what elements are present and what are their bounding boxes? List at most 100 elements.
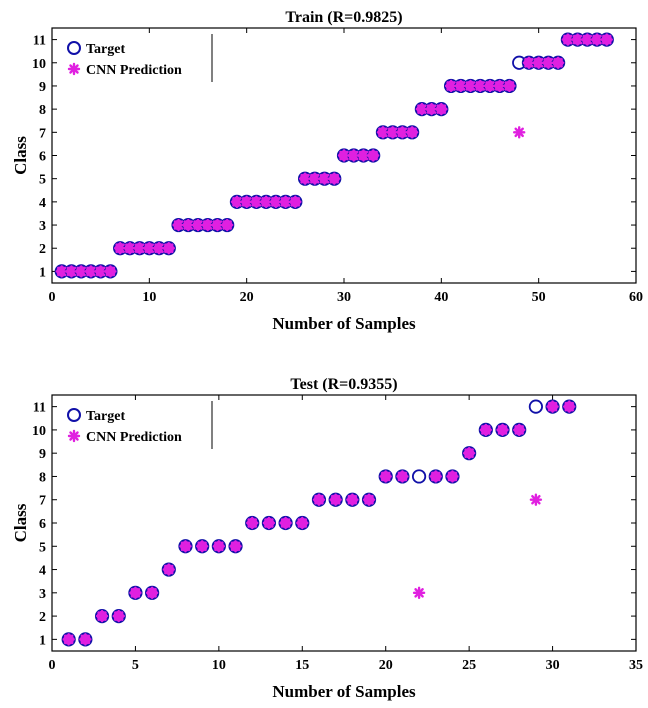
legend-prediction-label: CNN Prediction: [86, 430, 182, 445]
asterisk-stroke: [86, 266, 96, 277]
prediction-marker: [104, 265, 117, 278]
prediction-marker: [464, 79, 477, 93]
prediction-marker: [229, 540, 242, 553]
asterisk-stroke: [446, 81, 456, 91]
y-tick-label: 3: [39, 219, 46, 234]
asterisk-stroke: [76, 266, 86, 277]
prediction-marker: [367, 149, 380, 162]
asterisk-stroke: [475, 81, 486, 91]
prediction-marker: [201, 218, 214, 232]
asterisk-stroke: [97, 611, 107, 621]
asterisk-stroke: [414, 588, 424, 598]
asterisk-stroke: [154, 243, 164, 253]
asterisk-stroke: [582, 34, 593, 45]
asterisk-stroke: [105, 266, 116, 277]
prediction-marker: [95, 609, 109, 623]
asterisk-stroke: [280, 518, 291, 528]
asterisk-stroke: [130, 588, 141, 598]
prediction-marker: [479, 423, 493, 437]
prediction-marker: [386, 126, 399, 139]
asterisk-stroke: [553, 58, 563, 68]
y-tick-label: 9: [39, 80, 46, 95]
y-tick-label: 8: [39, 103, 46, 118]
asterisk-stroke: [533, 58, 544, 68]
asterisk-stroke: [524, 58, 534, 68]
y-axis-label: Class: [11, 136, 30, 175]
legend-target-icon: [67, 408, 81, 422]
asterisk-stroke: [80, 634, 91, 645]
prediction-marker: [474, 79, 487, 93]
asterisk-stroke: [297, 518, 308, 528]
prediction-marker: [133, 242, 146, 255]
prediction-marker: [600, 33, 613, 46]
asterisk-stroke: [531, 494, 541, 505]
prediction-marker: [152, 242, 166, 255]
prediction-marker: [65, 265, 78, 278]
asterisk-stroke: [56, 266, 67, 277]
prediction-marker: [145, 586, 159, 600]
prediction-marker: [308, 172, 321, 185]
prediction-marker: [162, 242, 176, 255]
asterisk-stroke: [481, 425, 491, 435]
y-tick-label: 9: [39, 447, 46, 462]
asterisk-stroke: [95, 266, 106, 277]
asterisk-stroke: [358, 150, 369, 161]
asterisk-stroke: [251, 197, 262, 207]
asterisk-stroke: [426, 104, 437, 114]
prediction-marker: [376, 126, 390, 139]
x-tick-label: 60: [629, 290, 643, 305]
asterisk-stroke: [364, 494, 374, 505]
asterisk-stroke: [247, 518, 257, 528]
x-tick-label: 0: [49, 658, 56, 673]
prediction-marker: [240, 195, 253, 209]
x-tick-label: 10: [212, 658, 226, 673]
prediction-marker: [346, 493, 359, 506]
prediction-marker: [446, 470, 459, 483]
x-tick-label: 10: [142, 290, 156, 305]
asterisk-stroke: [563, 34, 573, 45]
y-axis-label: Class: [11, 503, 30, 542]
asterisk-stroke: [602, 34, 612, 45]
asterisk-stroke: [212, 220, 223, 230]
asterisk-stroke: [514, 127, 524, 138]
asterisk-stroke: [314, 494, 324, 505]
prediction-marker: [212, 540, 226, 553]
prediction-marker: [289, 195, 302, 209]
asterisk-stroke: [264, 518, 274, 528]
asterisk-stroke: [114, 611, 124, 621]
prediction-marker: [396, 126, 409, 139]
prediction-marker: [561, 33, 575, 46]
asterisk-stroke: [417, 104, 427, 114]
x-tick-label: 50: [532, 290, 546, 305]
target-marker: [528, 399, 543, 414]
asterisk-stroke: [543, 58, 554, 68]
prediction-marker: [129, 586, 142, 600]
asterisk-stroke: [125, 243, 135, 253]
prediction-marker: [296, 516, 309, 530]
prediction-marker: [220, 218, 234, 232]
asterisk-stroke: [66, 266, 77, 277]
legend-box: [61, 400, 213, 450]
asterisk-stroke: [319, 173, 330, 184]
prediction-marker: [74, 265, 88, 278]
prediction-marker: [405, 126, 419, 139]
asterisk-stroke: [397, 471, 408, 482]
prediction-marker: [250, 195, 263, 209]
x-tick-label: 25: [462, 658, 476, 673]
prediction-marker: [298, 172, 312, 185]
target-marker: [411, 469, 427, 484]
asterisk-stroke: [407, 127, 417, 138]
asterisk-stroke: [164, 564, 174, 575]
prediction-marker: [563, 400, 576, 413]
prediction-marker: [182, 218, 195, 232]
x-tick-label: 15: [295, 658, 309, 673]
prediction-marker: [262, 516, 276, 530]
prediction-marker: [522, 56, 536, 69]
y-tick-label: 1: [39, 633, 46, 648]
asterisk-stroke: [271, 197, 281, 207]
legend-target-icon: [67, 41, 81, 55]
asterisk-stroke: [330, 494, 341, 505]
